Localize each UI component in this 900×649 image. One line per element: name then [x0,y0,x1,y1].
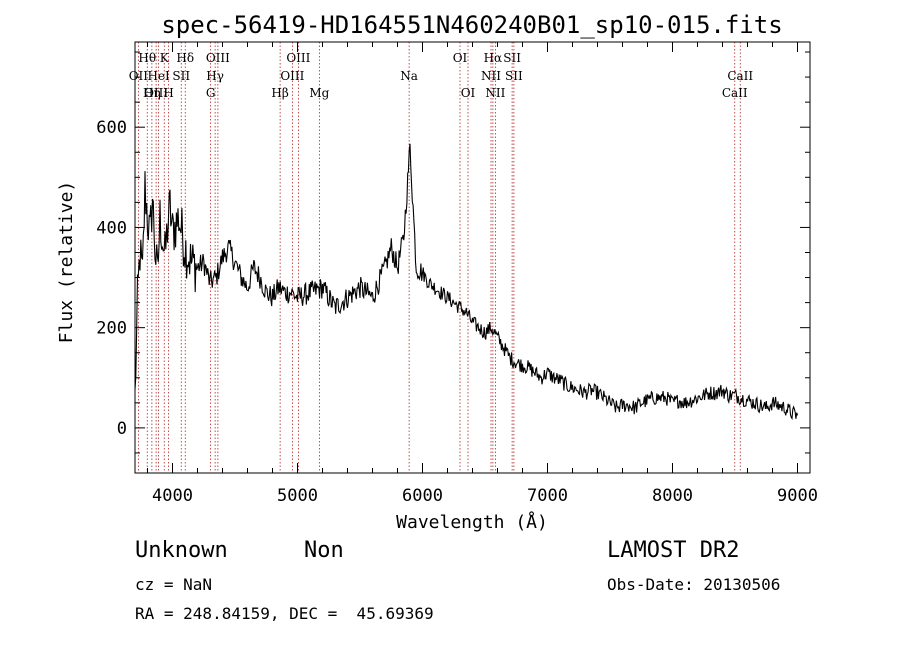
marker-label: SII [172,69,190,83]
y-tick-label: 600 [96,118,127,138]
marker-label: NII [485,86,505,100]
marker-label: OIII [286,51,310,65]
marker-label: Hα [484,51,503,65]
x-tick-label: 9000 [777,486,818,506]
y-axis-ticks: 0 200 400 600 [96,51,810,454]
survey-label: LAMOST DR2 [607,538,740,563]
marker-label: H [163,86,173,100]
marker-label: Hθ [138,51,156,65]
marker-label: SII [503,51,521,65]
marker-label: CaII [727,69,753,83]
y-axis-label: Flux (relative) [56,181,77,344]
marker-label: Hη [143,86,161,100]
obs-date-text: Obs-Date: 20130506 [607,575,781,594]
subclass-label: Non [304,538,344,563]
redshift-text: cz = NaN [135,575,213,594]
class-label: Unknown [135,538,228,563]
spectrum-line [134,143,799,421]
marker-label: SII [505,69,523,83]
spectral-line-markers [137,42,741,473]
marker-label: OII [129,69,149,83]
marker-label: OI [461,86,476,100]
plot-frame [134,41,811,474]
marker-label: Hβ [271,86,288,100]
marker-label: K [160,51,170,65]
marker-label: OIII [144,86,168,100]
marker-label: Mg [309,86,329,100]
marker-label: HeI [147,69,170,83]
x-axis-label: Wavelength (Å) [396,511,548,533]
marker-label: OIII [206,51,230,65]
marker-label: NII [481,69,501,83]
marker-label: CaII [722,86,748,100]
coords-text: RA = 248.84159, DEC = 45.69369 [135,604,434,623]
y-tick-label: 0 [117,419,127,439]
spectral-line-labels: Hθ OII OIII K HeI Hη SII H Hδ OIII Hγ G Hβ OIII OIII Mg… [129,51,754,100]
x-tick-label: 4000 [152,486,193,506]
marker-label: G [206,86,216,100]
y-tick-label: 400 [96,218,127,238]
marker-label: OIII [280,69,304,83]
x-tick-label: 6000 [402,486,443,506]
x-tick-label: 5000 [277,486,318,506]
chart-title: spec-56419-HD164551N460240B01_sp10-015.f… [161,11,782,39]
x-axis-ticks: 4000 5000 6000 7000 8000 9000 [147,42,818,506]
marker-label: Hγ [206,69,224,83]
y-tick-label: 200 [96,319,127,339]
marker-label: Na [400,69,418,83]
x-tick-label: 7000 [527,486,568,506]
x-tick-label: 8000 [652,486,693,506]
marker-label: OI [453,51,468,65]
marker-label: Hδ [176,51,194,65]
